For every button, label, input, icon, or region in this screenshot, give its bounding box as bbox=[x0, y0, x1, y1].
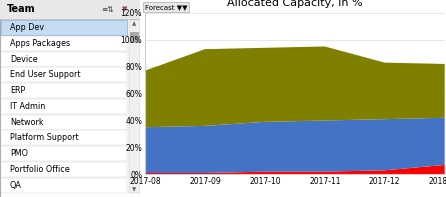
Text: End User Support: End User Support bbox=[10, 70, 80, 79]
Bar bbox=[1, 162, 127, 177]
Text: ERP: ERP bbox=[10, 86, 25, 95]
Bar bbox=[1, 52, 127, 67]
Text: Platform Support: Platform Support bbox=[10, 133, 78, 142]
Bar bbox=[1, 83, 127, 98]
Text: Device: Device bbox=[10, 55, 37, 64]
Bar bbox=[1, 99, 127, 114]
Text: Network: Network bbox=[10, 118, 43, 127]
Text: PMO: PMO bbox=[10, 149, 28, 158]
Text: IT Admin: IT Admin bbox=[10, 102, 45, 111]
Bar bbox=[129, 20, 140, 193]
Text: ≡⇅: ≡⇅ bbox=[101, 5, 114, 14]
Bar bbox=[130, 32, 139, 43]
Text: ▼: ▼ bbox=[122, 6, 128, 12]
Text: QA: QA bbox=[10, 181, 22, 190]
Text: Portfolio Office: Portfolio Office bbox=[10, 165, 70, 174]
Text: App Dev: App Dev bbox=[10, 23, 44, 32]
Text: Forecast ▼▼: Forecast ▼▼ bbox=[145, 4, 187, 10]
Bar bbox=[1, 20, 127, 35]
Bar bbox=[1, 130, 127, 145]
Text: ▲: ▲ bbox=[132, 21, 136, 26]
Bar bbox=[1, 115, 127, 130]
Title: Allocated Capacity, in %: Allocated Capacity, in % bbox=[227, 0, 363, 8]
Bar bbox=[1, 67, 127, 82]
Text: Apps Packages: Apps Packages bbox=[10, 39, 70, 48]
Bar bbox=[0, 0, 140, 19]
Bar bbox=[1, 146, 127, 161]
Text: Team: Team bbox=[7, 4, 36, 14]
Text: ▼: ▼ bbox=[132, 188, 136, 193]
Bar bbox=[1, 36, 127, 51]
Bar bbox=[1, 178, 127, 193]
